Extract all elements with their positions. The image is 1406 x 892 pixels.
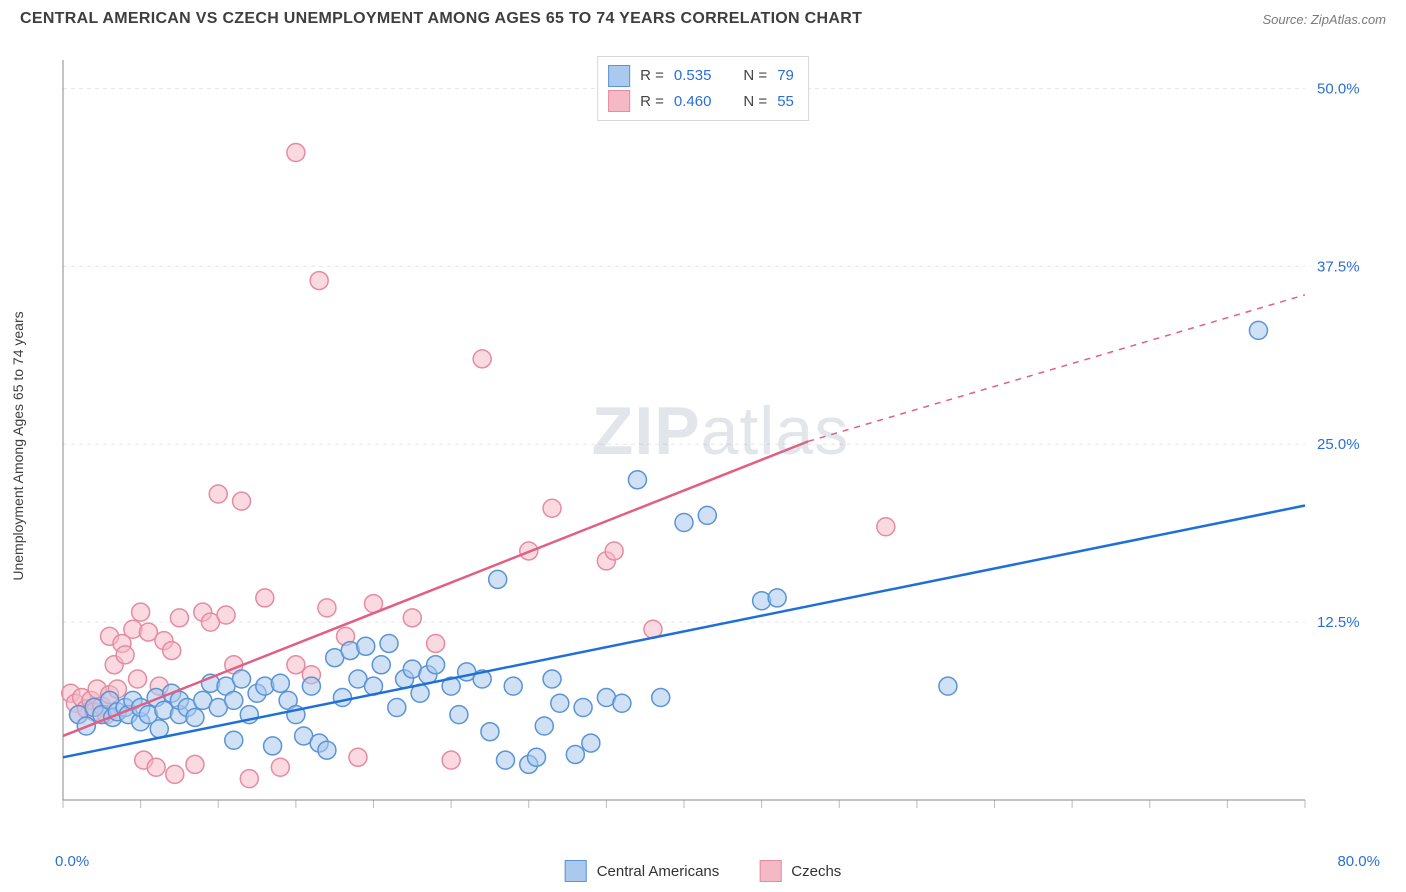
chart-source: Source: ZipAtlas.com bbox=[1262, 12, 1386, 27]
legend-item: Czechs bbox=[759, 860, 841, 882]
chart-area: 12.5%25.0%37.5%50.0% ZIPatlas bbox=[55, 50, 1386, 844]
legend-swatch bbox=[608, 65, 630, 87]
legend-swatch bbox=[608, 90, 630, 112]
svg-text:50.0%: 50.0% bbox=[1317, 80, 1360, 97]
legend-swatch bbox=[565, 860, 587, 882]
stats-legend-row: R =0.460N =55 bbox=[608, 89, 794, 115]
svg-text:25.0%: 25.0% bbox=[1317, 436, 1360, 453]
svg-text:37.5%: 37.5% bbox=[1317, 258, 1360, 275]
stats-legend-row: R =0.535N =79 bbox=[608, 63, 794, 89]
stats-legend: R =0.535N =79R =0.460N =55 bbox=[597, 56, 809, 121]
x-origin-label: 0.0% bbox=[55, 853, 89, 870]
x-max-label: 80.0% bbox=[1337, 853, 1380, 870]
legend-item: Central Americans bbox=[565, 860, 720, 882]
chart-header: CENTRAL AMERICAN VS CZECH UNEMPLOYMENT A… bbox=[0, 0, 1406, 36]
y-axis-label: Unemployment Among Ages 65 to 74 years bbox=[10, 311, 26, 580]
scatter-chart: 12.5% 25.0% 37.5% 50.0% bbox=[55, 50, 1375, 830]
legend-swatch bbox=[759, 860, 781, 882]
series-legend: Central Americans Czechs bbox=[565, 860, 842, 882]
svg-text:12.5%: 12.5% bbox=[1317, 614, 1360, 631]
chart-title: CENTRAL AMERICAN VS CZECH UNEMPLOYMENT A… bbox=[20, 10, 862, 28]
